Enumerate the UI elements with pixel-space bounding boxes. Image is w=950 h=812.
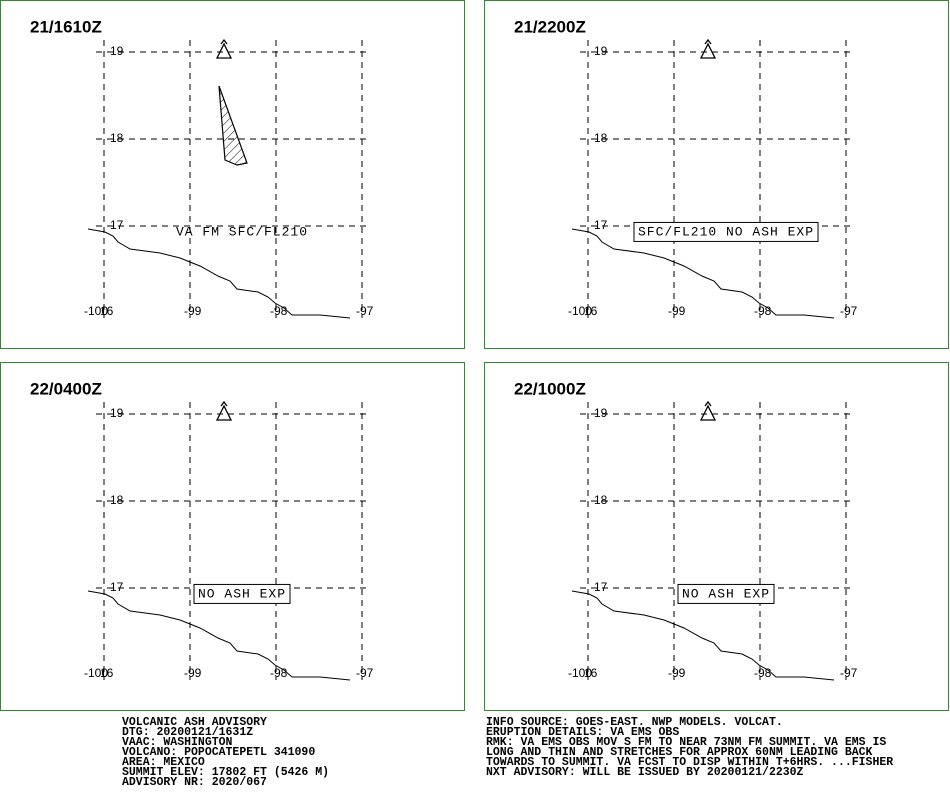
lat-label: 17 (594, 218, 608, 232)
panel-time: 21/2200Z (514, 17, 586, 36)
lon-label: -100 (84, 666, 108, 680)
lat-label: 16 (584, 666, 598, 680)
lon-label: -97 (840, 304, 858, 318)
ash-area (218, 85, 248, 166)
lat-label: 17 (110, 580, 124, 594)
advisory-right: INFO SOURCE: GOES-EAST. NWP MODELS. VOLC… (486, 716, 893, 779)
panel-border (484, 0, 949, 349)
advisory-line: RMK: VA EMS OBS MOV S FM TO NEAR 73NM FM… (486, 736, 886, 749)
lat-label: 17 (594, 580, 608, 594)
lat-label: 18 (594, 493, 608, 507)
lon-label: -98 (270, 666, 288, 680)
volcano-icon (699, 400, 717, 421)
lon-label: -97 (356, 304, 374, 318)
map-panel: 21/2200Z 19 18 17 16-100 -99 -98 -97 SFC/FL210 N… (484, 0, 949, 349)
advisory-line: VAAC: WASHINGTON (122, 736, 233, 749)
panel-border (0, 362, 465, 711)
lat-label: 18 (110, 131, 124, 145)
lon-label: -98 (270, 304, 288, 318)
lon-label: -100 (568, 666, 592, 680)
coastline (87, 590, 351, 681)
panel-annotation: SFC/FL210 NO ASH EXP (638, 224, 814, 239)
advisory-line: DTG: 20200121/1631Z (122, 726, 253, 739)
map-panel: 22/1000Z 19 18 17 16-100 -99 -98 -97 NO ASH EXP (484, 362, 949, 711)
lon-label: -99 (184, 666, 202, 680)
panel-time: 22/1000Z (514, 379, 586, 398)
lat-label: 16 (100, 304, 114, 318)
advisory-line: LONG AND THIN AND STRETCHES FOR APPROX 6… (486, 746, 873, 759)
lat-label: 18 (594, 131, 608, 145)
volcano-icon (699, 38, 717, 59)
volcano-icon (215, 400, 233, 421)
advisory-line: INFO SOURCE: GOES-EAST. NWP MODELS. VOLC… (486, 716, 783, 729)
annotation-box (193, 583, 291, 604)
lon-label: -98 (754, 304, 772, 318)
lat-label: 16 (584, 304, 598, 318)
lon-label: -97 (356, 666, 374, 680)
coastline (571, 590, 835, 681)
advisory-line: AREA: MEXICO (122, 756, 205, 769)
advisory-line: SUMMIT ELEV: 17802 FT (5426 M) (122, 766, 329, 779)
lat-label: 19 (110, 44, 124, 58)
advisory-line: ERUPTION DETAILS: VA EMS OBS (486, 726, 679, 739)
advisory-line: ADVISORY NR: 2020/067 (122, 776, 267, 789)
lon-label: -99 (184, 304, 202, 318)
lon-label: -99 (668, 304, 686, 318)
lon-label: -99 (668, 666, 686, 680)
advisory-line: VOLCANO: POPOCATEPETL 341090 (122, 746, 315, 759)
lat-label: 19 (594, 44, 608, 58)
panel-time: 22/0400Z (30, 379, 102, 398)
lon-label: -100 (84, 304, 108, 318)
lat-label: 16 (100, 666, 114, 680)
panel-border (0, 0, 465, 349)
panel-time: 21/1610Z (30, 17, 102, 36)
panel-annotation: NO ASH EXP (198, 586, 286, 601)
advisory-line: VOLCANIC ASH ADVISORY (122, 716, 267, 729)
advisory-line: NXT ADVISORY: WILL BE ISSUED BY 20200121… (486, 766, 804, 779)
coastline (571, 228, 835, 319)
annotation-box (677, 583, 775, 604)
coastline (87, 228, 351, 319)
lat-label: 17 (110, 218, 124, 232)
advisory-line: TOWARDS TO SUMMIT. VA FCST TO DISP WITHI… (486, 756, 893, 769)
lat-label: 19 (594, 406, 608, 420)
annotation-box (633, 221, 819, 242)
map-panel: 22/0400Z 19 18 17 16-100 -99 -98 -97 NO ASH EXP (0, 362, 465, 711)
lat-label: 19 (110, 406, 124, 420)
lat-label: 18 (110, 493, 124, 507)
lon-label: -100 (568, 304, 592, 318)
lon-label: -97 (840, 666, 858, 680)
panel-annotation: NO ASH EXP (682, 586, 770, 601)
lon-label: -98 (754, 666, 772, 680)
volcano-icon (215, 38, 233, 59)
panel-border (484, 362, 949, 711)
panel-annotation: VA FM SFC/FL210 (176, 224, 308, 239)
